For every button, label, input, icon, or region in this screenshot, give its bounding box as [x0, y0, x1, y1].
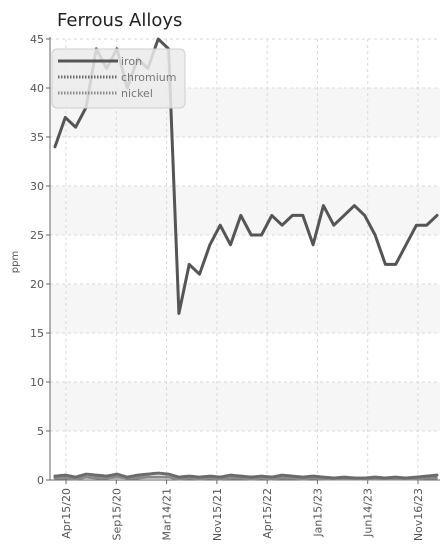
- y-tick-label: 30: [30, 180, 44, 193]
- series-line-chromium: [53, 471, 439, 480]
- y-tick-label: 10: [30, 376, 44, 389]
- x-tick-label: Sep15/20: [110, 488, 123, 540]
- y-tick-label: 25: [30, 229, 44, 242]
- chart-title: Ferrous Alloys: [57, 10, 182, 31]
- y-tick-label: 35: [30, 131, 44, 144]
- grid-lines: [50, 38, 440, 481]
- x-tick-label: Nov16/23: [412, 488, 425, 541]
- y-axis-label: ppm: [10, 251, 21, 273]
- x-tick-label: Jun14/23: [362, 488, 375, 538]
- legend-label-chromium: chromium: [121, 71, 177, 84]
- background-bands: [50, 88, 440, 431]
- x-tick-label: Nov15/21: [211, 488, 224, 541]
- background-band: [50, 382, 440, 431]
- y-tick-label: 0: [37, 474, 44, 487]
- x-tick-label: Apr15/20: [60, 488, 73, 539]
- x-tick-label: Apr15/22: [261, 488, 274, 539]
- background-band: [50, 284, 440, 333]
- y-tick-label: 15: [30, 327, 44, 340]
- x-tick-label: Mar14/21: [161, 488, 174, 540]
- background-band: [50, 186, 440, 235]
- y-tick-label: 5: [37, 425, 44, 438]
- x-tick-labels: Apr15/20 Sep15/20 Mar14/21 Nov15/21 Apr15/22…: [60, 488, 425, 541]
- y-tick-labels: 0 5 10 15 20 25 30 35 40 45: [30, 33, 44, 487]
- y-tick-label: 45: [30, 33, 44, 46]
- legend: iron chromium nickel: [51, 48, 186, 109]
- legend-label-nickel: nickel: [121, 87, 153, 100]
- x-tick-label: Jan15/23: [311, 488, 324, 538]
- series-line-nickel: [53, 475, 439, 481]
- legend-label-iron: iron: [121, 55, 142, 68]
- y-tick-label: 20: [30, 278, 44, 291]
- y-tick-label: 40: [30, 82, 44, 95]
